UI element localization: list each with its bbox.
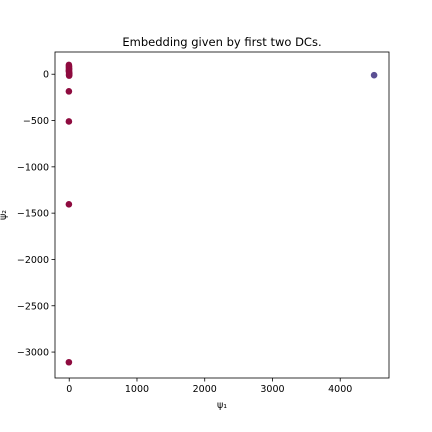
x-tick-label: 0 [66, 384, 72, 395]
chart-title: Embedding given by first two DCs. [122, 35, 321, 49]
x-axis-label: ψ₁ [217, 400, 227, 411]
y-tick-label: −1500 [17, 209, 49, 220]
data-point [66, 88, 73, 95]
y-tick-label: −2000 [17, 255, 49, 266]
data-point [66, 359, 73, 366]
data-point [66, 118, 73, 125]
y-tick-label: −3000 [17, 348, 49, 359]
x-tick-label: 3000 [260, 384, 284, 395]
y-axis-label: ψ₂ [0, 210, 9, 220]
y-tick-label: −500 [23, 116, 49, 127]
x-tick-label: 2000 [193, 384, 217, 395]
data-point [371, 72, 378, 79]
y-tick-label: −1000 [17, 162, 49, 173]
y-tick-label: 0 [43, 70, 49, 81]
x-tick-label: 4000 [328, 384, 352, 395]
x-tick-label: 1000 [125, 384, 149, 395]
data-point [66, 201, 73, 208]
y-tick-label: −2500 [17, 301, 49, 312]
data-point [66, 72, 73, 79]
